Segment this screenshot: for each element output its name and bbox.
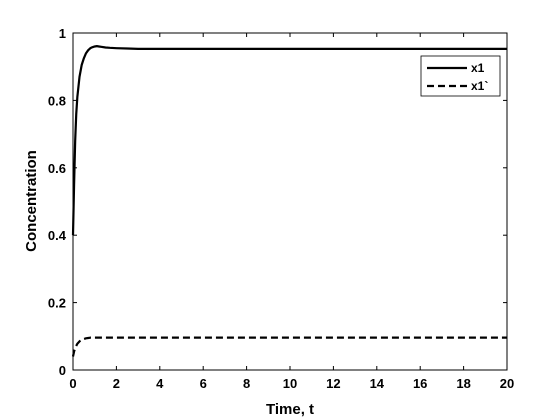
plot-frame (72, 32, 508, 371)
x-tick-label: 0 (69, 376, 76, 391)
x-tick-label: 12 (326, 376, 340, 391)
x-tick-label: 6 (200, 376, 207, 391)
x-tick-label: 16 (413, 376, 427, 391)
series-layer (71, 45, 507, 357)
legend: x1 x1` (420, 55, 501, 97)
x-tick-label: 20 (500, 376, 514, 391)
x-tick-label: 14 (370, 376, 385, 391)
y-tick-label: 1 (59, 26, 66, 41)
legend-box (420, 55, 501, 97)
series-line-x1-prime (71, 336, 507, 357)
axis-ticks: 0 2 4 6 8 10 12 14 16 18 20 0 0.2 0.4 0.6 0.8 1 (48, 26, 514, 391)
x-tick-label: 10 (283, 376, 297, 391)
x-tick-label: 18 (456, 376, 470, 391)
y-tick-label: 0.4 (48, 228, 67, 243)
series-line-x1 (71, 45, 507, 236)
y-tick-label: 0.6 (48, 161, 66, 176)
y-tick-label: 0.8 (48, 93, 66, 108)
x-tick-label: 8 (243, 376, 250, 391)
legend-label-x1: x1 (471, 61, 485, 75)
x-axis-label: Time, t (266, 401, 314, 418)
x-tick-label: 4 (156, 376, 164, 391)
legend-label-x1-prime: x1` (471, 79, 488, 93)
y-tick-label: 0 (59, 363, 66, 378)
x-tick-label: 2 (113, 376, 120, 391)
y-tick-label: 0.2 (48, 296, 66, 311)
y-axis-label: Concentration (23, 150, 40, 252)
